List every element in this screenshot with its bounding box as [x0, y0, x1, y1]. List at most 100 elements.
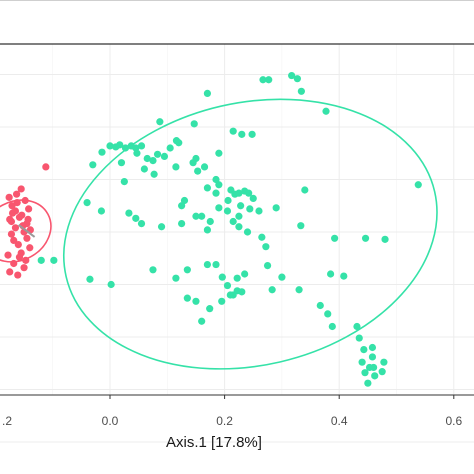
data-point-series-2: [327, 270, 335, 278]
data-point-series-2: [149, 157, 157, 165]
data-point-series-2: [265, 76, 273, 84]
x-tick-label: 0.0: [102, 414, 119, 428]
data-point-series-2: [190, 120, 198, 128]
data-point-series-2: [206, 217, 214, 226]
data-point-series-2: [198, 212, 206, 220]
data-point-series-2: [132, 214, 140, 222]
data-point-series-2: [278, 273, 286, 281]
x-tick-label-edge: .2: [2, 414, 12, 428]
confidence-ellipses: [0, 98, 438, 370]
data-point-series-1: [5, 193, 13, 201]
data-point-series-2: [203, 226, 212, 234]
data-point-series-1: [21, 196, 29, 205]
data-point-series-2: [226, 291, 234, 299]
data-point-series-1: [24, 215, 32, 223]
data-point-series-2: [361, 369, 369, 377]
data-point-series-2: [172, 274, 180, 282]
data-point-series-2: [98, 148, 106, 156]
data-point-series-2: [249, 194, 257, 202]
data-point-series-2: [223, 207, 232, 215]
data-point-series-1: [17, 185, 25, 193]
data-point-series-1: [4, 251, 12, 259]
data-point-series-1: [6, 268, 14, 276]
data-points: [4, 71, 422, 387]
data-point-series-2: [255, 207, 263, 215]
data-point-series-2: [297, 87, 305, 95]
data-point-series-2: [117, 159, 126, 167]
data-point-series-2: [183, 266, 191, 274]
data-point-series-2: [107, 280, 115, 289]
data-point-series-2: [50, 256, 58, 264]
data-point-series-2: [238, 130, 246, 138]
data-point-series-2: [224, 196, 232, 205]
data-point-series-2: [215, 181, 223, 189]
data-point-series-2: [157, 223, 166, 231]
data-point-series-2: [203, 184, 212, 192]
data-point-series-2: [258, 233, 266, 241]
data-point-series-2: [353, 322, 361, 331]
data-point-series-1: [25, 205, 33, 213]
data-point-series-2: [361, 234, 370, 242]
x-tick-label: 0.2: [216, 414, 233, 428]
data-point-series-1: [23, 234, 31, 242]
data-point-series-2: [293, 75, 301, 83]
data-point-series-1: [42, 163, 50, 171]
data-point-series-2: [120, 178, 128, 186]
data-point-series-2: [97, 207, 106, 215]
data-point-series-2: [137, 142, 146, 150]
data-point-series-2: [125, 209, 133, 217]
data-point-series-2: [331, 234, 339, 242]
x-axis-title: Axis.1 [17.8%]: [166, 434, 262, 451]
data-point-series-2: [246, 205, 254, 213]
data-point-series-2: [89, 161, 97, 169]
data-point-series-1: [11, 207, 20, 215]
data-point-series-1: [26, 244, 34, 252]
data-point-series-1: [7, 217, 16, 226]
data-point-series-1: [14, 271, 22, 279]
grid-lines: [0, 44, 474, 443]
data-point-series-1: [14, 241, 22, 249]
data-point-series-1: [11, 224, 20, 232]
data-point-series-2: [229, 127, 237, 135]
data-point-series-2: [328, 322, 336, 331]
data-point-series-2: [316, 301, 324, 310]
data-point-series-2: [380, 358, 388, 366]
data-point-series-2: [166, 144, 174, 152]
data-point-series-2: [235, 223, 243, 231]
data-point-series-2: [368, 353, 377, 361]
data-point-series-2: [140, 165, 148, 173]
data-point-series-2: [194, 167, 202, 175]
data-point-series-2: [215, 204, 223, 212]
data-point-series-2: [223, 281, 232, 290]
data-point-series-2: [235, 189, 243, 197]
data-point-series-2: [133, 149, 141, 157]
data-point-series-2: [198, 317, 206, 325]
data-point-series-2: [218, 297, 226, 305]
data-point-series-2: [378, 368, 386, 376]
data-point-series-2: [150, 170, 158, 178]
data-point-series-2: [192, 212, 200, 220]
data-point-series-2: [143, 154, 151, 163]
data-point-series-1: [13, 190, 21, 198]
data-point-series-2: [238, 288, 246, 296]
data-point-series-2: [203, 260, 212, 269]
data-point-series-2: [268, 286, 276, 294]
data-point-series-1: [18, 211, 26, 219]
data-point-series-1: [22, 256, 30, 264]
data-point-series-2: [189, 159, 197, 167]
data-point-series-2: [192, 297, 200, 305]
plot-area: [0, 71, 438, 387]
x-axis-ticks: 0.0 0.2 0.4 0.6 .2: [2, 395, 462, 428]
data-point-series-2: [86, 275, 94, 283]
data-point-series-2: [414, 181, 422, 189]
data-point-series-2: [233, 274, 241, 282]
data-point-series-1: [8, 202, 16, 210]
data-point-series-2: [301, 186, 309, 194]
data-point-series-2: [288, 71, 296, 80]
data-point-series-2: [237, 202, 245, 210]
data-point-series-1: [20, 264, 28, 272]
data-point-series-2: [116, 141, 124, 149]
data-point-series-2: [203, 89, 212, 97]
data-point-series-2: [180, 196, 189, 205]
data-point-series-2: [324, 310, 332, 318]
